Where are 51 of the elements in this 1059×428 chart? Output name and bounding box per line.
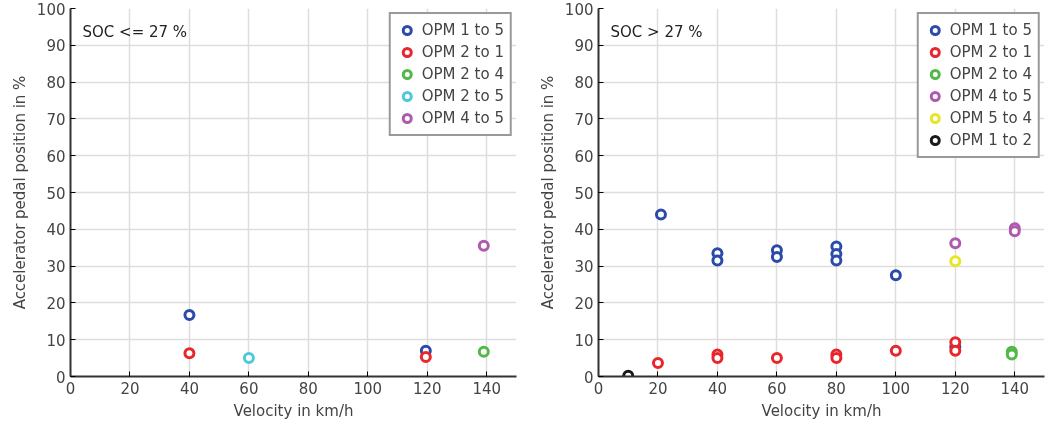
- y-tick-label: 90: [574, 37, 594, 56]
- legend-label: OPM 2 to 4: [949, 65, 1032, 83]
- x-tick-label: 140: [1000, 379, 1030, 398]
- y-tick-label: 10: [574, 331, 594, 350]
- y-tick-label: 80: [574, 74, 594, 93]
- y-tick-label: 90: [46, 37, 66, 56]
- y-tick-label: 100: [36, 0, 66, 19]
- x-tick-label: 100: [881, 379, 911, 398]
- legend-label: OPM 2 to 4: [421, 65, 504, 83]
- x-tick-label: 140: [472, 379, 502, 398]
- x-tick-label: 40: [179, 379, 199, 398]
- y-tick-label: 20: [46, 294, 66, 313]
- y-tick-label: 10: [46, 331, 66, 350]
- x-tick-label: 100: [353, 379, 383, 398]
- legend-label: OPM 2 to 1: [421, 43, 504, 61]
- y-axis-title: Accelerator pedal position in %: [538, 75, 557, 310]
- y-tick-label: 50: [574, 184, 594, 203]
- x-tick-label: 80: [298, 379, 318, 398]
- y-tick-label: 100: [564, 0, 594, 19]
- x-tick-label: 20: [648, 379, 668, 398]
- annotation: SOC <= 27 %: [82, 22, 188, 41]
- y-tick-label: 20: [574, 294, 594, 313]
- legend-label: OPM 5 to 4: [949, 109, 1032, 127]
- x-tick-label: 20: [120, 379, 140, 398]
- x-tick-label: 120: [412, 379, 442, 398]
- legend-label: OPM 1 to 2: [949, 131, 1032, 149]
- x-tick-label: 60: [239, 379, 259, 398]
- y-tick-label: 50: [46, 184, 66, 203]
- annotation: SOC > 27 %: [610, 22, 703, 41]
- y-tick-label: 40: [574, 221, 594, 240]
- y-tick-label: 40: [46, 221, 66, 240]
- legend-label: OPM 1 to 5: [421, 21, 504, 39]
- x-axis-title: Velocity in km/h: [233, 401, 354, 420]
- x-tick-label: 120: [940, 379, 970, 398]
- legend-label: OPM 1 to 5: [949, 21, 1032, 39]
- legend-label: OPM 4 to 5: [421, 109, 504, 127]
- y-tick-label: 30: [574, 258, 594, 277]
- x-tick-label: 80: [826, 379, 846, 398]
- x-tick-label: 40: [707, 379, 727, 398]
- y-tick-label: 60: [46, 147, 66, 166]
- x-axis-title: Velocity in km/h: [761, 401, 882, 420]
- y-tick-label: 80: [46, 74, 66, 93]
- legend-label: OPM 2 to 5: [421, 87, 504, 105]
- y-axis-title: Accelerator pedal position in %: [10, 75, 29, 310]
- y-tick-label: 70: [574, 110, 594, 129]
- legend-label: OPM 2 to 1: [949, 43, 1032, 61]
- y-tick-label: 60: [574, 147, 594, 166]
- x-tick-label: 60: [767, 379, 787, 398]
- y-tick-label: 70: [46, 110, 66, 129]
- legend-label: OPM 4 to 5: [949, 87, 1032, 105]
- y-tick-label: 30: [46, 258, 66, 277]
